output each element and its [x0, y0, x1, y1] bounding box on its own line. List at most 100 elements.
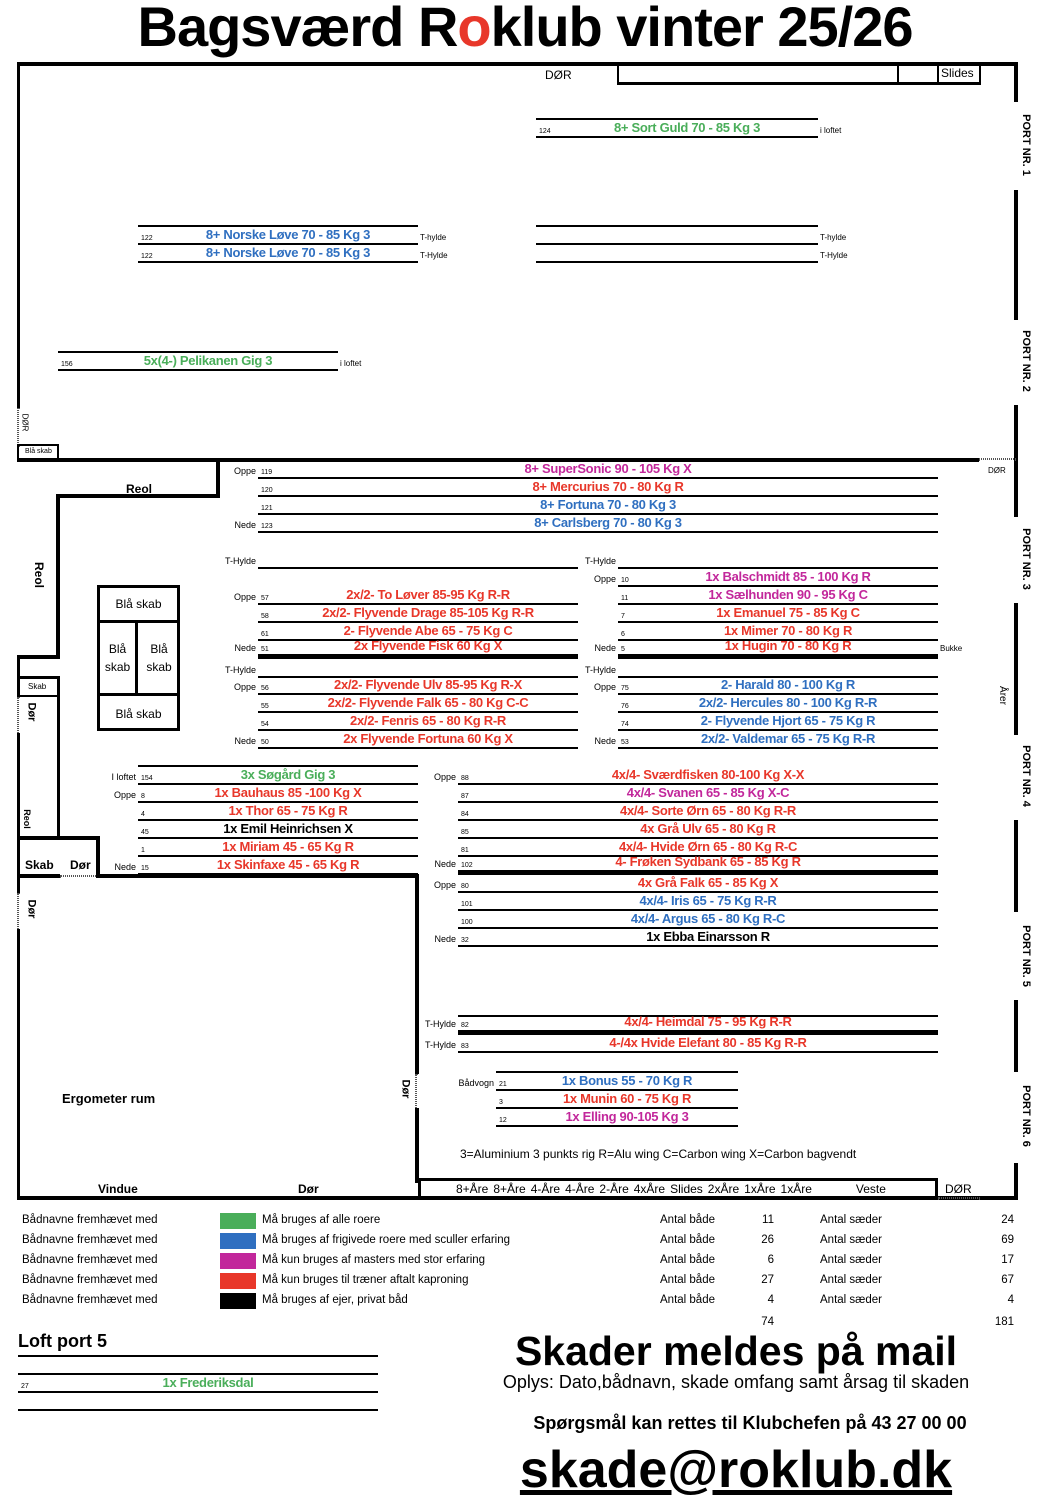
position-label: Nede [234, 736, 256, 746]
boat-name: 2x/2- Fenris 65 - 80 Kg R-R [350, 713, 506, 728]
wall-right [1014, 603, 1018, 735]
position-label: Nede [434, 859, 456, 869]
shelf-wall [17, 655, 60, 659]
boat-name: 4- Frøken Sydbank 65 - 85 Kg R [615, 854, 801, 869]
shelf-row: 124 i loftet 8+ Sort Guld 70 - 85 Kg 3 [536, 118, 841, 138]
boat-name: 1x Emil Heinrichsen X [223, 821, 353, 836]
legend-prefix: Bådnavne fremhævet med [22, 1254, 158, 1266]
total-boats: 74 [761, 1316, 774, 1328]
slot-number: 119 [261, 469, 273, 476]
legend-prefix: Bådnavne fremhævet med [22, 1214, 158, 1226]
boat-name: 8+ Carlsberg 70 - 80 Kg 3 [534, 515, 682, 530]
shelf-row: 74 2- Flyvende Hjort 65 - 75 Kg R [618, 713, 938, 731]
shelf-row: 80 Oppe 4x Grå Falk 65 - 85 Kg X [434, 875, 938, 893]
slot-number: 76 [621, 703, 629, 710]
shelf-label: Reol [126, 482, 153, 496]
shelf-row: 8 Oppe 1x Bauhaus 85 -100 Kg X [114, 785, 418, 803]
position-label: T-Hylde [584, 556, 616, 566]
slot-number: 53 [621, 739, 629, 746]
slot-number: 11 [621, 595, 629, 602]
wall-left [17, 62, 20, 408]
wall-right [1014, 405, 1018, 517]
shelf-row: 11 1x Sælhunden 90 - 95 Kg C [618, 587, 938, 605]
seats-count-label: Antal sæder [820, 1214, 883, 1226]
divider [897, 65, 899, 82]
position-label: Nede [594, 736, 616, 746]
slot-number: 55 [261, 703, 269, 710]
slot-number: 80 [461, 883, 469, 890]
wall-right [1014, 190, 1018, 320]
legend-prefix: Bådnavne fremhævet med [22, 1294, 158, 1306]
slot-number: 51 [261, 646, 269, 653]
boats-count: 4 [767, 1294, 774, 1306]
shelf-row: 123 Nede 8+ Carlsberg 70 - 80 Kg 3 [234, 515, 938, 533]
slot-number: 6 [621, 631, 625, 638]
oars-label: Årer [996, 686, 1008, 705]
shelf-row: 3 1x Munin 60 - 75 Kg R [496, 1091, 738, 1109]
seats-count: 4 [1007, 1294, 1014, 1306]
door-label: DØR [945, 1182, 972, 1196]
boats-count-label: Antal både [660, 1294, 715, 1306]
slot-number: 154 [141, 775, 153, 782]
slot-number: 124 [539, 128, 551, 135]
shelf-row: 55 2x/2- Flyvende Falk 65 - 80 Kg C-C [258, 695, 578, 713]
legend-prefix: Bådnavne fremhævet med [22, 1234, 158, 1246]
top-door-label: DØR [545, 68, 572, 82]
boat-name: 1x Elling 90-105 Kg 3 [565, 1109, 689, 1124]
slot-number: 81 [461, 847, 469, 854]
shelf-row: 100 4x/4- Argus 65 - 80 Kg R-C [458, 911, 938, 929]
shelf-row: 120 8+ Mercurius 70 - 80 Kg R [258, 479, 938, 497]
side-label: T-hylde [420, 233, 447, 242]
boats-count: 26 [761, 1234, 774, 1246]
shelf-row: 57 Oppe 2x/2- To Løver 85-95 Kg R-R [234, 587, 578, 605]
rack-label: 1xÅre [744, 1182, 776, 1196]
damage-headline: Skader meldes på mail [514, 1328, 958, 1374]
boat-name: 2- Harald 80 - 100 Kg R [721, 677, 855, 692]
boat-name: 8+ Norske Løve 70 - 85 Kg 3 [205, 245, 371, 260]
email-link[interactable]: skade@roklub.dk [519, 1441, 953, 1499]
legend-color-swatch [220, 1213, 256, 1229]
port-2-label: PORT NR. 2 [1019, 330, 1032, 392]
boat-name: 1x Balschmidt 85 - 100 Kg R [705, 569, 871, 584]
boats-count: 27 [761, 1274, 774, 1286]
boat-name: 1x Ebba Einarsson R [646, 929, 770, 944]
slot-number: 4 [141, 811, 145, 818]
boats-count-label: Antal både [660, 1274, 715, 1286]
boat-name: 8+ Mercurius 70 - 80 Kg R [532, 479, 684, 494]
shelf-row: 1 1x Miriam 45 - 65 Kg R [138, 839, 418, 857]
door-opening [17, 697, 19, 735]
door-label: Dør [298, 1182, 319, 1196]
shelf-row: 102 Nede 4- Frøken Sydbank 65 - 85 Kg R [434, 854, 938, 875]
boat-name: 8+ Fortuna 70 - 80 Kg 3 [540, 497, 676, 512]
slot-number: 57 [261, 595, 269, 602]
boat-name: 1x Mimer 70 - 80 Kg R [723, 623, 853, 638]
position-label: Nede [234, 520, 256, 530]
seats-count-label: Antal sæder [820, 1294, 883, 1306]
slot-number: 27 [21, 1383, 29, 1390]
position-label: T-Hylde [224, 556, 256, 566]
top-rack: Slides [617, 65, 981, 85]
shelf-row: 32 Nede 1x Ebba Einarsson R [434, 929, 938, 947]
door-opening [60, 875, 98, 877]
boat-name: 1x Hugin 70 - 80 Kg R [724, 638, 852, 653]
legend-color-swatch [220, 1293, 256, 1309]
door-label: DØR [20, 413, 30, 432]
slot-number: 123 [261, 523, 273, 530]
port-4-label: PORT NR. 4 [1019, 745, 1032, 807]
legend-description: Må bruges af alle roere [262, 1214, 381, 1226]
door-opening [17, 893, 19, 931]
shelf-row: 45 1x Emil Heinrichsen X [138, 821, 418, 839]
small-cabinet-label: Blå skab [25, 448, 52, 455]
divider [937, 65, 939, 82]
title-text: Bagsværd R [137, 0, 459, 58]
boat-name: 2x/2- To Løver 85-95 Kg R-R [346, 587, 510, 602]
boat-name: 1x Skinfaxe 45 - 65 Kg R [216, 857, 360, 872]
wall-left [17, 659, 20, 697]
seats-count: 67 [1001, 1274, 1014, 1286]
boat-name: 2x/2- Flyvende Drage 85-105 Kg R-R [322, 605, 534, 620]
boat-name: 4x/4- Svanen 65 - 85 Kg X-C [626, 785, 790, 800]
slot-number: 74 [621, 721, 629, 728]
shelf-row: 82 T-Hylde 4x/4- Heimdal 75 - 95 Kg R-R [425, 1014, 938, 1035]
slot-number: 102 [461, 862, 473, 869]
position-label: T-Hylde [224, 665, 256, 675]
